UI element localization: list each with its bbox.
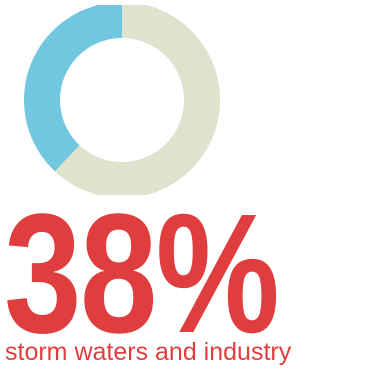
- donut-slice-highlight: [24, 5, 122, 172]
- percentage-caption: storm waters and industry: [5, 338, 292, 366]
- donut-chart: [24, 5, 220, 195]
- donut-slice-remainder: [54, 5, 220, 195]
- percentage-value: 38%: [4, 179, 280, 369]
